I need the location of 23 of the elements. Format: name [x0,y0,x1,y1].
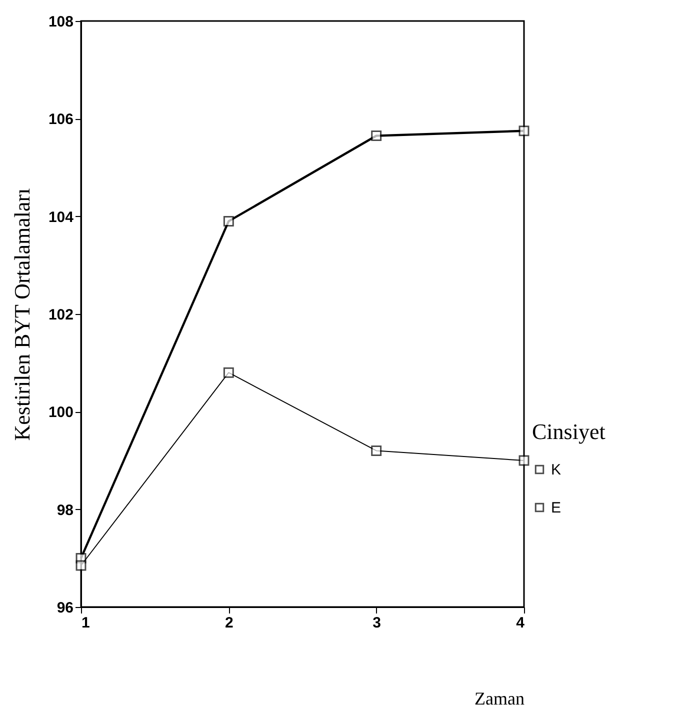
y-tick-label: 106 [48,111,74,128]
legend-label: K [551,462,562,478]
y-axis-title: Kestirilen BYT Ortalamaları [9,188,34,441]
y-tick-label: 102 [48,306,74,324]
y-tick-label: 98 [56,502,74,519]
point [371,446,382,456]
y-tick-label: 96 [56,600,74,616]
point [518,455,530,466]
x-tick-label: 3 [372,614,382,632]
point [76,560,86,571]
x-tick-label: 1 [82,614,90,632]
x-tick-label: 2 [224,614,234,632]
legend-label: E [551,500,562,516]
point [223,216,234,226]
legend-title: Cinsiyet [532,419,606,444]
y-tick-label: 108 [48,14,74,30]
y-tick-label: 104 [48,208,74,226]
x-tick-label: 4 [516,614,526,632]
point [223,367,234,378]
point [518,126,530,136]
y-tick-label: 100 [48,404,74,422]
x-axis-title: Zaman [474,688,524,705]
point [371,130,382,141]
